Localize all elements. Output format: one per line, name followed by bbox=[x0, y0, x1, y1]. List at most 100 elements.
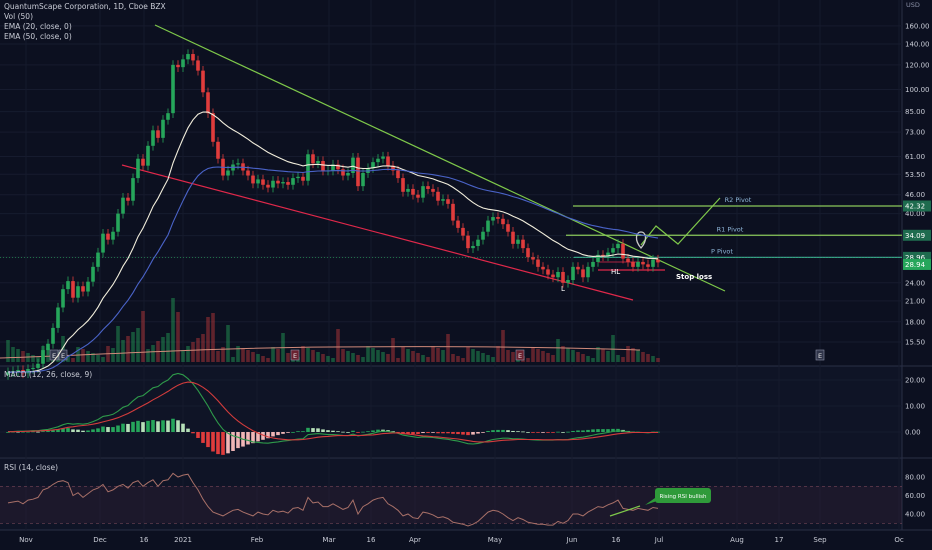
candle-body bbox=[166, 113, 170, 120]
candle-body bbox=[396, 170, 400, 179]
macd-histogram-bar bbox=[401, 432, 405, 434]
volume-bar bbox=[571, 350, 575, 362]
macd-histogram-bar bbox=[326, 430, 330, 432]
candle-body bbox=[601, 254, 605, 257]
macd-histogram-bar bbox=[361, 431, 365, 433]
macd-histogram-bar bbox=[446, 432, 450, 434]
macd-histogram-bar bbox=[451, 432, 455, 434]
macd-histogram-bar bbox=[266, 432, 270, 439]
candle-body bbox=[436, 191, 440, 201]
volume-bar bbox=[226, 325, 230, 362]
macd-histogram-bar bbox=[351, 430, 355, 432]
macd-histogram-bar bbox=[396, 432, 400, 433]
macd-histogram-bar bbox=[201, 432, 205, 443]
macd-histogram-bar bbox=[96, 428, 100, 432]
macd-histogram-bar bbox=[256, 432, 260, 442]
price-tick: 120.00 bbox=[905, 61, 930, 69]
macd-histogram-bar bbox=[21, 431, 25, 433]
macd-histogram-bar bbox=[116, 425, 120, 432]
volume-bar bbox=[621, 357, 625, 362]
time-tick: Oc bbox=[894, 536, 904, 544]
volume-bar bbox=[101, 357, 105, 362]
candle-body bbox=[656, 259, 660, 263]
candle-body bbox=[131, 178, 135, 201]
macd-histogram-bar bbox=[456, 432, 460, 435]
price-tick: 18.00 bbox=[905, 318, 925, 326]
macd-histogram-bar bbox=[226, 432, 230, 454]
volume-bar bbox=[561, 346, 565, 362]
macd-histogram-bar bbox=[566, 431, 570, 433]
macd-histogram-bar bbox=[221, 432, 225, 455]
ema50-indicator-label: EMA (50, close, 0) bbox=[4, 32, 72, 41]
macd-histogram-bar bbox=[301, 431, 305, 433]
candle-body bbox=[586, 266, 590, 278]
time-tick: Nov bbox=[19, 536, 33, 544]
volume-ma-line bbox=[0, 346, 641, 359]
candle-body bbox=[316, 161, 320, 164]
rsi-annotation-pointer bbox=[645, 498, 657, 505]
candle-body bbox=[121, 197, 125, 214]
volume-bar bbox=[146, 349, 150, 362]
candle-body bbox=[516, 239, 520, 244]
candle-body bbox=[461, 227, 465, 236]
macd-histogram-bar bbox=[141, 422, 145, 432]
macd-tick: 10.00 bbox=[905, 403, 925, 411]
candle-body bbox=[151, 130, 155, 146]
price-label: 42.32 bbox=[905, 202, 925, 210]
time-tick: 16 bbox=[140, 536, 149, 544]
candle-body bbox=[486, 220, 490, 232]
macd-histogram-bar bbox=[86, 430, 90, 432]
volume-bar bbox=[151, 345, 155, 362]
candle-body bbox=[621, 243, 625, 259]
macd-histogram-bar bbox=[291, 432, 295, 433]
macd-histogram-bar bbox=[376, 429, 380, 432]
candle-body bbox=[251, 175, 255, 184]
pivot-level-label: R2 Pivot bbox=[725, 196, 752, 204]
candle-body bbox=[171, 64, 175, 114]
candle-body bbox=[111, 231, 115, 240]
time-tick: Dec bbox=[93, 536, 107, 544]
candle-body bbox=[256, 179, 260, 184]
currency-label: USD bbox=[906, 1, 920, 9]
time-tick: Jun bbox=[566, 536, 578, 544]
volume-bar bbox=[261, 356, 265, 362]
volume-bar bbox=[641, 352, 645, 362]
last-price-box bbox=[903, 258, 931, 270]
candle-body bbox=[386, 156, 390, 166]
volume-bar bbox=[191, 342, 195, 362]
macd-tick: 20.00 bbox=[905, 377, 925, 385]
macd-histogram-bar bbox=[511, 430, 515, 432]
volume-bar bbox=[446, 334, 450, 362]
volume-bar bbox=[491, 357, 495, 362]
candle-body bbox=[356, 157, 360, 187]
macd-histogram-bar bbox=[321, 429, 325, 432]
volume-bar bbox=[411, 351, 415, 362]
volume-bar bbox=[541, 351, 545, 362]
volume-bar bbox=[371, 348, 375, 362]
candle-body bbox=[406, 188, 410, 192]
candle-body bbox=[191, 54, 195, 61]
macd-histogram-bar bbox=[106, 427, 110, 432]
macd-histogram-bar bbox=[126, 423, 130, 432]
macd-histogram-bar bbox=[246, 432, 250, 445]
vol-indicator-label: Vol (50) bbox=[4, 12, 34, 21]
volume-bar bbox=[636, 350, 640, 362]
macd-histogram-bar bbox=[501, 429, 505, 432]
candle-body bbox=[441, 199, 445, 201]
macd-histogram-bar bbox=[606, 429, 610, 432]
macd-histogram-bar bbox=[166, 420, 170, 432]
rsi-tick: 40.00 bbox=[905, 511, 925, 519]
volume-bar bbox=[431, 346, 435, 362]
macd-histogram-bar bbox=[531, 432, 535, 433]
volume-bar bbox=[426, 357, 430, 362]
macd-histogram-bar bbox=[306, 427, 310, 432]
candle-body bbox=[351, 157, 355, 173]
volume-bar bbox=[346, 351, 350, 362]
candle-body bbox=[146, 145, 150, 166]
volume-bar bbox=[416, 353, 420, 362]
low-label: L bbox=[561, 285, 565, 293]
volume-bar bbox=[356, 355, 360, 362]
candle-body bbox=[451, 203, 455, 221]
candle-body bbox=[391, 165, 395, 171]
